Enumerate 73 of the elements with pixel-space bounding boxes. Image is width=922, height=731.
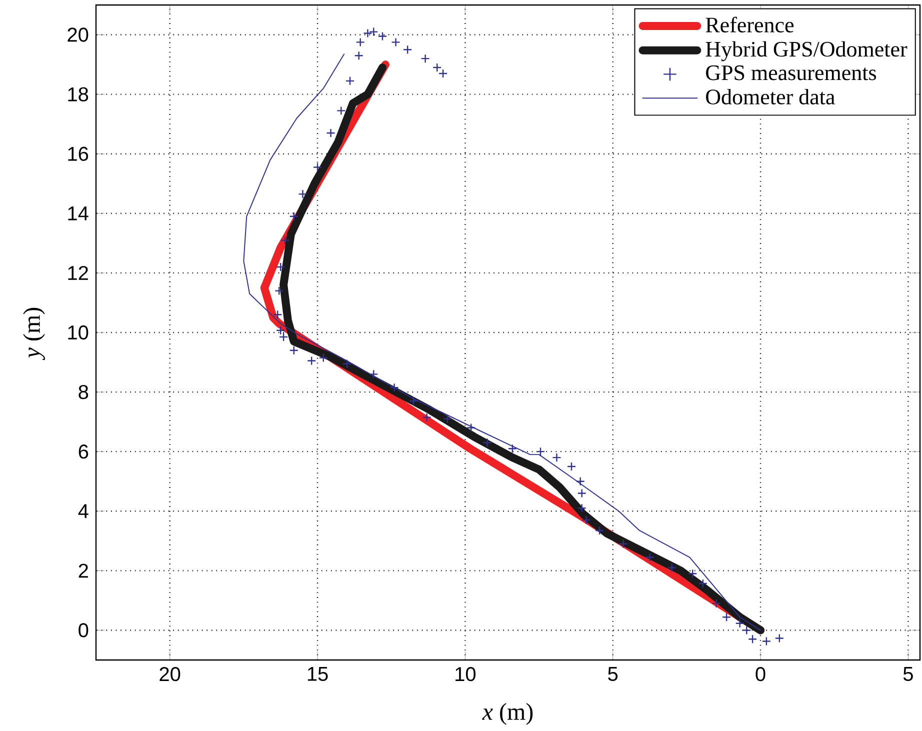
point <box>345 76 355 86</box>
point <box>342 358 352 368</box>
point <box>576 476 585 486</box>
legend-label: Odometer data <box>706 88 835 104</box>
point <box>408 396 418 406</box>
y-tick-label: 4 <box>78 504 88 518</box>
x-tick-label: 0 <box>756 666 766 681</box>
point <box>289 346 298 355</box>
point <box>312 162 322 172</box>
point <box>667 562 676 572</box>
point <box>698 578 708 588</box>
point <box>369 369 378 379</box>
y-tick-label: 6 <box>78 444 88 458</box>
point <box>552 452 562 462</box>
point <box>356 37 365 47</box>
legend-label: Hybrid GPS/Odometer <box>706 41 908 61</box>
point <box>326 128 336 138</box>
point <box>466 422 476 432</box>
point <box>274 286 284 296</box>
point <box>618 539 628 548</box>
x-axis-title: x (m) <box>482 702 533 725</box>
point <box>298 189 308 198</box>
point <box>289 212 298 221</box>
point <box>442 414 452 424</box>
point <box>402 44 412 54</box>
point <box>482 438 492 448</box>
point <box>318 352 328 362</box>
y-tick-label: 14 <box>68 206 88 220</box>
y-tick-label: 16 <box>68 146 88 161</box>
y-axis-title: y (m) <box>23 308 45 360</box>
point <box>748 634 758 644</box>
point <box>774 633 784 643</box>
point <box>742 625 752 635</box>
point <box>508 444 518 453</box>
point <box>762 636 772 646</box>
point <box>363 28 372 38</box>
point <box>280 235 290 245</box>
point <box>307 356 316 366</box>
y-tick-label: 18 <box>68 87 88 102</box>
y-tick-label: 12 <box>68 266 88 280</box>
y-tick-label: 2 <box>78 563 88 578</box>
point <box>336 106 346 116</box>
point <box>566 462 576 471</box>
y-tick-label: 8 <box>78 384 88 399</box>
legend-label: Reference <box>706 16 794 32</box>
point <box>369 26 378 36</box>
point <box>273 310 282 319</box>
x-tick-label: 20 <box>160 666 180 681</box>
point <box>645 552 654 562</box>
point <box>577 503 586 513</box>
point <box>582 515 591 524</box>
legend-label: GPS measurements <box>706 65 876 80</box>
point <box>594 526 604 535</box>
point <box>391 37 400 47</box>
x-tick-label: 10 <box>456 666 476 681</box>
point <box>420 54 430 63</box>
point <box>354 50 364 60</box>
point <box>735 618 744 628</box>
point <box>722 612 732 622</box>
x-tick-label: 15 <box>308 666 328 681</box>
point <box>276 262 286 272</box>
point <box>712 598 721 608</box>
x-tick-label: 5 <box>608 666 618 681</box>
x-tick-label: 5 <box>903 666 913 681</box>
point <box>390 382 399 392</box>
point <box>577 488 586 498</box>
point <box>688 568 698 578</box>
point <box>422 412 432 422</box>
y-tick-label: 0 <box>78 622 88 638</box>
point <box>378 31 388 41</box>
y-tick-label: 20 <box>68 27 88 42</box>
y-tick-label: 10 <box>68 325 88 340</box>
point <box>536 446 546 456</box>
